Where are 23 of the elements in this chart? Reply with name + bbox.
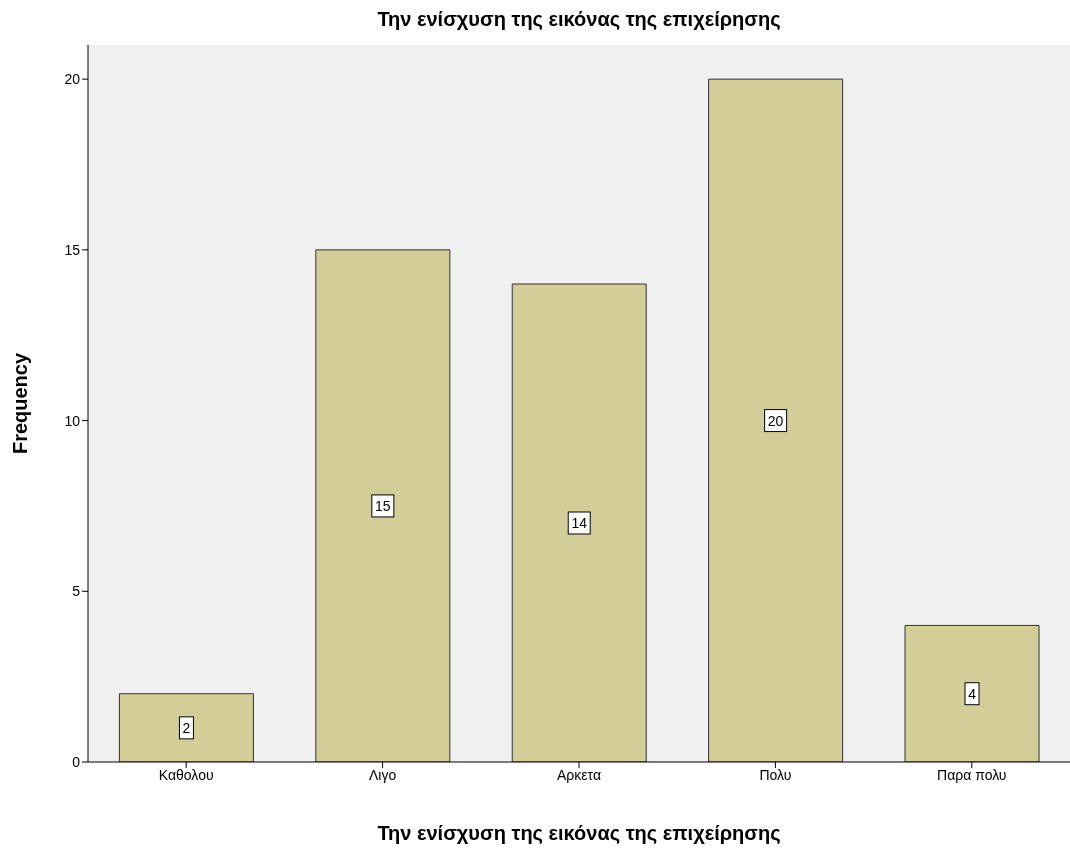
data-label: 2 — [182, 719, 191, 736]
chart-title: Την ενίσχυση της εικόνας της επιχείρησης — [376, 8, 782, 31]
y-tick-label: 20 — [64, 71, 81, 88]
data-label: 20 — [767, 412, 784, 429]
x-tick-label: Αρκετα — [557, 766, 601, 783]
x-tick-label: Λιγο — [368, 766, 397, 783]
y-tick-label: 5 — [72, 583, 81, 600]
x-tick-label: Πολυ — [759, 766, 792, 783]
bar — [315, 249, 451, 762]
data-label: 14 — [571, 515, 588, 531]
x-axis-title: Την ενίσχυση της εικόνας της επιχείρησης — [377, 822, 781, 844]
bar — [904, 624, 1040, 762]
data-label: 15 — [375, 497, 391, 514]
bar — [708, 78, 844, 762]
data-label: 4 — [968, 685, 977, 702]
y-tick-label: 15 — [64, 241, 81, 258]
y-tick-label: 0 — [72, 753, 81, 770]
bar — [511, 283, 647, 762]
x-tick-label: Παρα πολυ — [937, 766, 1007, 783]
bar — [118, 693, 254, 762]
y-axis-title: Frequency — [9, 352, 32, 455]
y-tick-label: 10 — [64, 412, 81, 429]
x-tick-label: Καθολου — [158, 766, 214, 783]
